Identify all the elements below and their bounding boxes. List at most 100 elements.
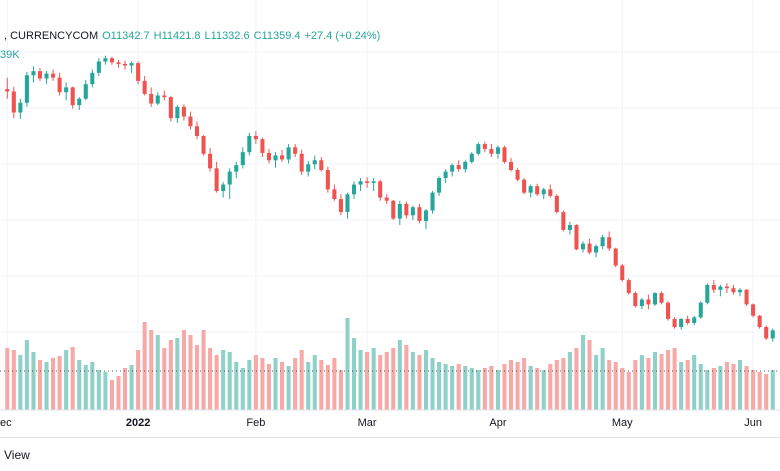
candle-body bbox=[188, 116, 193, 127]
candle-body bbox=[371, 181, 376, 183]
volume-bar bbox=[24, 340, 29, 410]
chart-canvas[interactable]: ec 2022 Feb Mar Apr May Jun bbox=[0, 0, 780, 437]
volume-bar bbox=[83, 365, 88, 410]
volume-bar bbox=[371, 348, 376, 410]
volume-bar bbox=[103, 372, 108, 410]
volume-bar bbox=[149, 330, 154, 410]
candle-body bbox=[626, 280, 631, 294]
volume-bar bbox=[378, 355, 383, 410]
volume-bar bbox=[757, 372, 762, 410]
candle-body bbox=[757, 315, 762, 328]
candle-body bbox=[744, 289, 749, 305]
volume-bar bbox=[247, 360, 252, 410]
candle-body bbox=[18, 102, 23, 113]
volume-bar bbox=[260, 358, 265, 410]
x-tick-label: May bbox=[612, 417, 633, 429]
candle-body bbox=[515, 169, 520, 180]
volume-bar bbox=[365, 352, 370, 410]
candle-body bbox=[142, 80, 147, 94]
candle-body bbox=[463, 161, 468, 170]
volume-bar bbox=[502, 364, 507, 410]
volume-bar bbox=[123, 368, 128, 410]
volume-bar bbox=[319, 360, 324, 410]
candle-body bbox=[404, 203, 409, 216]
footer-bar: View bbox=[0, 437, 780, 471]
volume-bar bbox=[666, 350, 671, 410]
volume-bar bbox=[731, 364, 736, 410]
candle-body bbox=[253, 135, 258, 140]
volume-bar bbox=[116, 376, 121, 410]
candle-body bbox=[319, 160, 324, 170]
candle-body bbox=[64, 87, 69, 93]
volume-bar bbox=[463, 366, 468, 410]
volume-bar bbox=[476, 370, 481, 410]
candle-body bbox=[397, 203, 402, 219]
candle-body bbox=[109, 58, 114, 63]
volume-bar bbox=[613, 362, 618, 410]
volume-bar bbox=[600, 348, 605, 410]
candle-body bbox=[718, 286, 723, 290]
candle-body bbox=[83, 84, 88, 99]
volume-bar bbox=[711, 368, 716, 410]
candle-body bbox=[136, 63, 141, 81]
candle-body bbox=[155, 95, 160, 104]
candle-body bbox=[312, 160, 317, 165]
volume-bar bbox=[607, 360, 612, 410]
low-value: L11332.6 bbox=[204, 30, 250, 42]
candle-body bbox=[613, 248, 618, 266]
close-value: C11359.4 bbox=[253, 30, 301, 42]
volume-bar bbox=[548, 364, 553, 410]
candle-body bbox=[129, 63, 134, 66]
volume-bar bbox=[351, 338, 357, 410]
candle-body bbox=[201, 135, 206, 154]
volume-bar bbox=[384, 352, 389, 410]
candle-body bbox=[391, 200, 396, 219]
candle-body bbox=[541, 189, 546, 195]
candle-body bbox=[580, 243, 586, 250]
volume-bar bbox=[234, 362, 239, 410]
volume-bar bbox=[515, 362, 520, 410]
volume-bar bbox=[705, 370, 710, 410]
volume-bar bbox=[718, 366, 723, 410]
candle-body bbox=[666, 302, 671, 319]
candle-body bbox=[24, 75, 29, 103]
candle-body bbox=[495, 147, 500, 154]
volume-bar bbox=[280, 362, 285, 410]
candle-body bbox=[692, 317, 697, 323]
candle-body bbox=[724, 286, 729, 289]
candle-body bbox=[116, 62, 121, 64]
volume-bar bbox=[391, 348, 396, 410]
volume-bar bbox=[535, 368, 540, 410]
volume-bar bbox=[764, 374, 769, 410]
volume-bar bbox=[358, 350, 363, 410]
volume-bar bbox=[456, 364, 461, 410]
candle-body bbox=[175, 106, 180, 119]
candle-body bbox=[286, 147, 291, 160]
volume-bar bbox=[639, 355, 644, 410]
volume-bar bbox=[646, 358, 651, 410]
volume-bar bbox=[142, 322, 147, 410]
volume-bar bbox=[325, 365, 330, 410]
volume-bar bbox=[312, 355, 317, 410]
footer-text[interactable]: View bbox=[4, 448, 30, 462]
x-tick-label: Apr bbox=[489, 417, 506, 429]
candle-body bbox=[234, 165, 239, 172]
volume-bar bbox=[626, 372, 631, 410]
volume-bar bbox=[57, 356, 62, 410]
volume-bar bbox=[338, 370, 343, 410]
candle-body bbox=[751, 304, 756, 316]
candle-body bbox=[535, 186, 540, 195]
candle-body bbox=[469, 153, 474, 162]
volume-bar bbox=[70, 347, 75, 410]
candle-body bbox=[162, 95, 167, 98]
volume-bar bbox=[253, 355, 258, 410]
volume-bar bbox=[64, 350, 69, 410]
volume-bar bbox=[293, 358, 298, 410]
candle-body bbox=[5, 89, 10, 92]
volume-bar bbox=[77, 360, 82, 410]
volume-bar bbox=[620, 368, 625, 410]
candle-body bbox=[731, 288, 736, 293]
candle-body bbox=[325, 169, 330, 190]
candle-body bbox=[482, 144, 487, 149]
